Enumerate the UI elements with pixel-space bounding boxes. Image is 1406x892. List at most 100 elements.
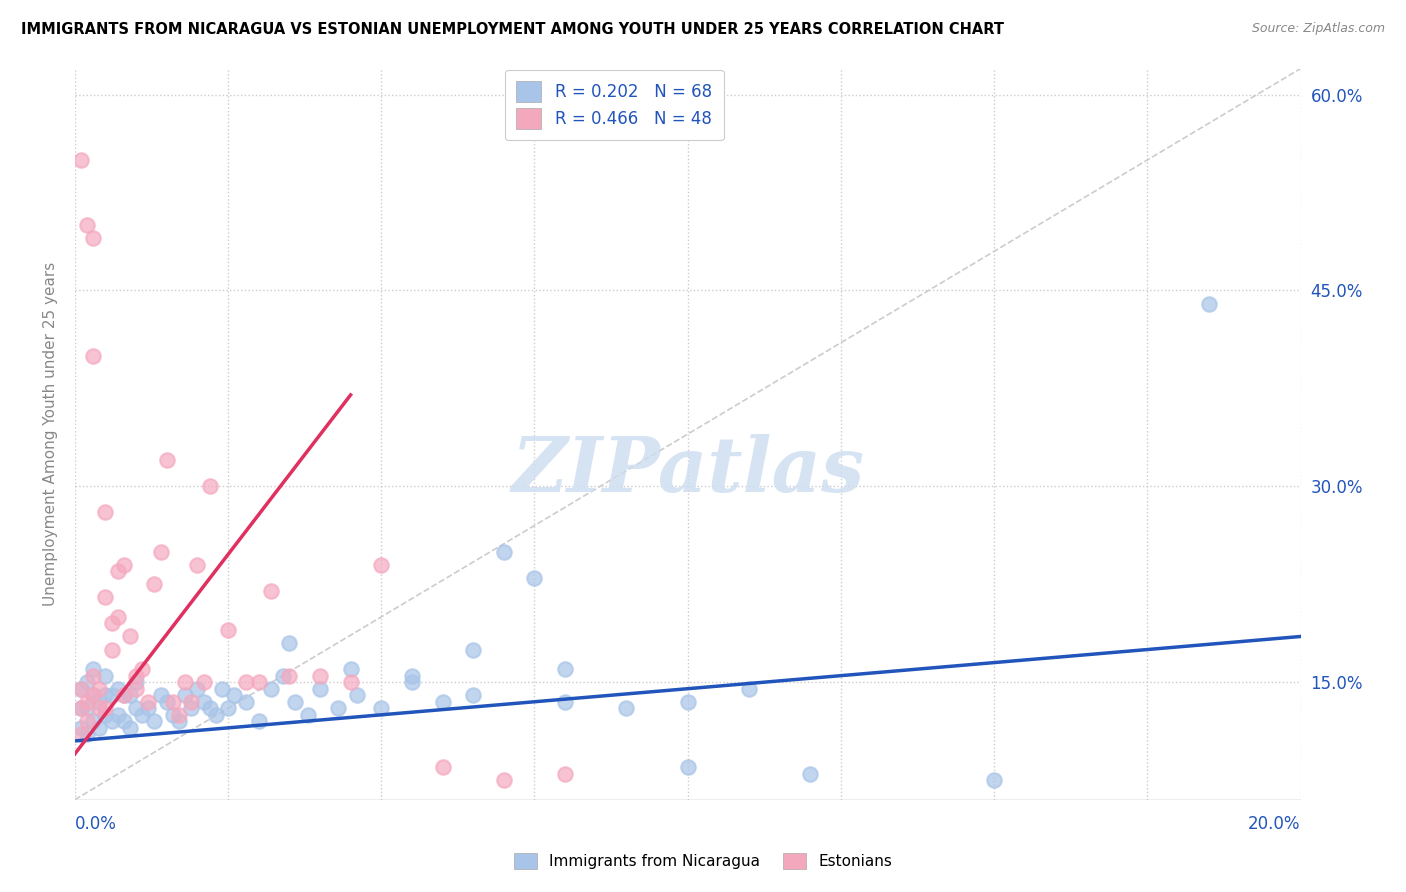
Point bbox=[167, 707, 190, 722]
Point bbox=[278, 636, 301, 650]
Point bbox=[107, 564, 129, 578]
Point bbox=[370, 558, 392, 572]
Point bbox=[138, 695, 160, 709]
Point bbox=[112, 714, 135, 729]
Point bbox=[125, 681, 148, 696]
Point bbox=[463, 642, 485, 657]
Point bbox=[167, 714, 190, 729]
Point bbox=[260, 583, 283, 598]
Point bbox=[82, 714, 104, 729]
Point bbox=[94, 707, 117, 722]
Point bbox=[186, 681, 208, 696]
Point bbox=[70, 701, 93, 715]
Point bbox=[271, 668, 294, 682]
Point bbox=[180, 701, 202, 715]
Point bbox=[70, 681, 93, 696]
Point bbox=[118, 721, 141, 735]
Point bbox=[211, 681, 233, 696]
Point bbox=[204, 707, 226, 722]
Point bbox=[156, 695, 179, 709]
Point bbox=[193, 675, 215, 690]
Point bbox=[983, 773, 1005, 788]
Point bbox=[76, 675, 98, 690]
Point bbox=[235, 675, 257, 690]
Point bbox=[247, 675, 270, 690]
Point bbox=[162, 707, 184, 722]
Point bbox=[94, 505, 117, 519]
Point bbox=[149, 544, 172, 558]
Point bbox=[463, 688, 485, 702]
Point bbox=[94, 591, 117, 605]
Point bbox=[554, 766, 576, 780]
Point bbox=[149, 688, 172, 702]
Point bbox=[339, 675, 361, 690]
Point bbox=[523, 571, 546, 585]
Point bbox=[339, 662, 361, 676]
Point bbox=[76, 714, 98, 729]
Legend: Immigrants from Nicaragua, Estonians: Immigrants from Nicaragua, Estonians bbox=[508, 847, 898, 875]
Point bbox=[89, 721, 111, 735]
Point bbox=[70, 153, 93, 167]
Legend: R = 0.202   N = 68, R = 0.466   N = 48: R = 0.202 N = 68, R = 0.466 N = 48 bbox=[505, 70, 724, 140]
Point bbox=[70, 721, 93, 735]
Text: IMMIGRANTS FROM NICARAGUA VS ESTONIAN UNEMPLOYMENT AMONG YOUTH UNDER 25 YEARS CO: IMMIGRANTS FROM NICARAGUA VS ESTONIAN UN… bbox=[21, 22, 1004, 37]
Point bbox=[676, 760, 699, 774]
Text: ZIPatlas: ZIPatlas bbox=[512, 434, 865, 508]
Point bbox=[70, 681, 93, 696]
Point bbox=[401, 668, 423, 682]
Point bbox=[432, 695, 454, 709]
Point bbox=[1198, 296, 1220, 310]
Point bbox=[174, 675, 197, 690]
Text: 0.0%: 0.0% bbox=[75, 815, 117, 833]
Point bbox=[143, 714, 166, 729]
Point bbox=[70, 727, 93, 741]
Point bbox=[198, 701, 221, 715]
Point bbox=[82, 349, 104, 363]
Point bbox=[82, 662, 104, 676]
Point bbox=[676, 695, 699, 709]
Point bbox=[492, 773, 515, 788]
Point bbox=[94, 701, 117, 715]
Point bbox=[278, 668, 301, 682]
Point bbox=[156, 453, 179, 467]
Point bbox=[89, 695, 111, 709]
Point bbox=[100, 714, 122, 729]
Point bbox=[94, 688, 117, 702]
Point bbox=[107, 707, 129, 722]
Point bbox=[82, 688, 104, 702]
Point bbox=[738, 681, 761, 696]
Point bbox=[217, 701, 239, 715]
Y-axis label: Unemployment Among Youth under 25 years: Unemployment Among Youth under 25 years bbox=[44, 262, 58, 607]
Point bbox=[82, 688, 104, 702]
Point bbox=[198, 479, 221, 493]
Point bbox=[492, 544, 515, 558]
Point bbox=[94, 668, 117, 682]
Point bbox=[131, 662, 153, 676]
Point bbox=[100, 642, 122, 657]
Point bbox=[370, 701, 392, 715]
Point bbox=[76, 727, 98, 741]
Point bbox=[554, 695, 576, 709]
Point bbox=[554, 662, 576, 676]
Point bbox=[107, 610, 129, 624]
Point bbox=[112, 688, 135, 702]
Point bbox=[82, 231, 104, 245]
Point bbox=[76, 218, 98, 232]
Point bbox=[76, 701, 98, 715]
Point bbox=[235, 695, 257, 709]
Point bbox=[260, 681, 283, 696]
Point bbox=[328, 701, 350, 715]
Point bbox=[401, 675, 423, 690]
Point bbox=[432, 760, 454, 774]
Point bbox=[125, 675, 148, 690]
Text: Source: ZipAtlas.com: Source: ZipAtlas.com bbox=[1251, 22, 1385, 36]
Point bbox=[224, 688, 246, 702]
Point bbox=[125, 668, 148, 682]
Point bbox=[125, 701, 148, 715]
Point bbox=[131, 707, 153, 722]
Point bbox=[180, 695, 202, 709]
Point bbox=[309, 681, 332, 696]
Point bbox=[118, 688, 141, 702]
Point bbox=[309, 668, 332, 682]
Point bbox=[143, 577, 166, 591]
